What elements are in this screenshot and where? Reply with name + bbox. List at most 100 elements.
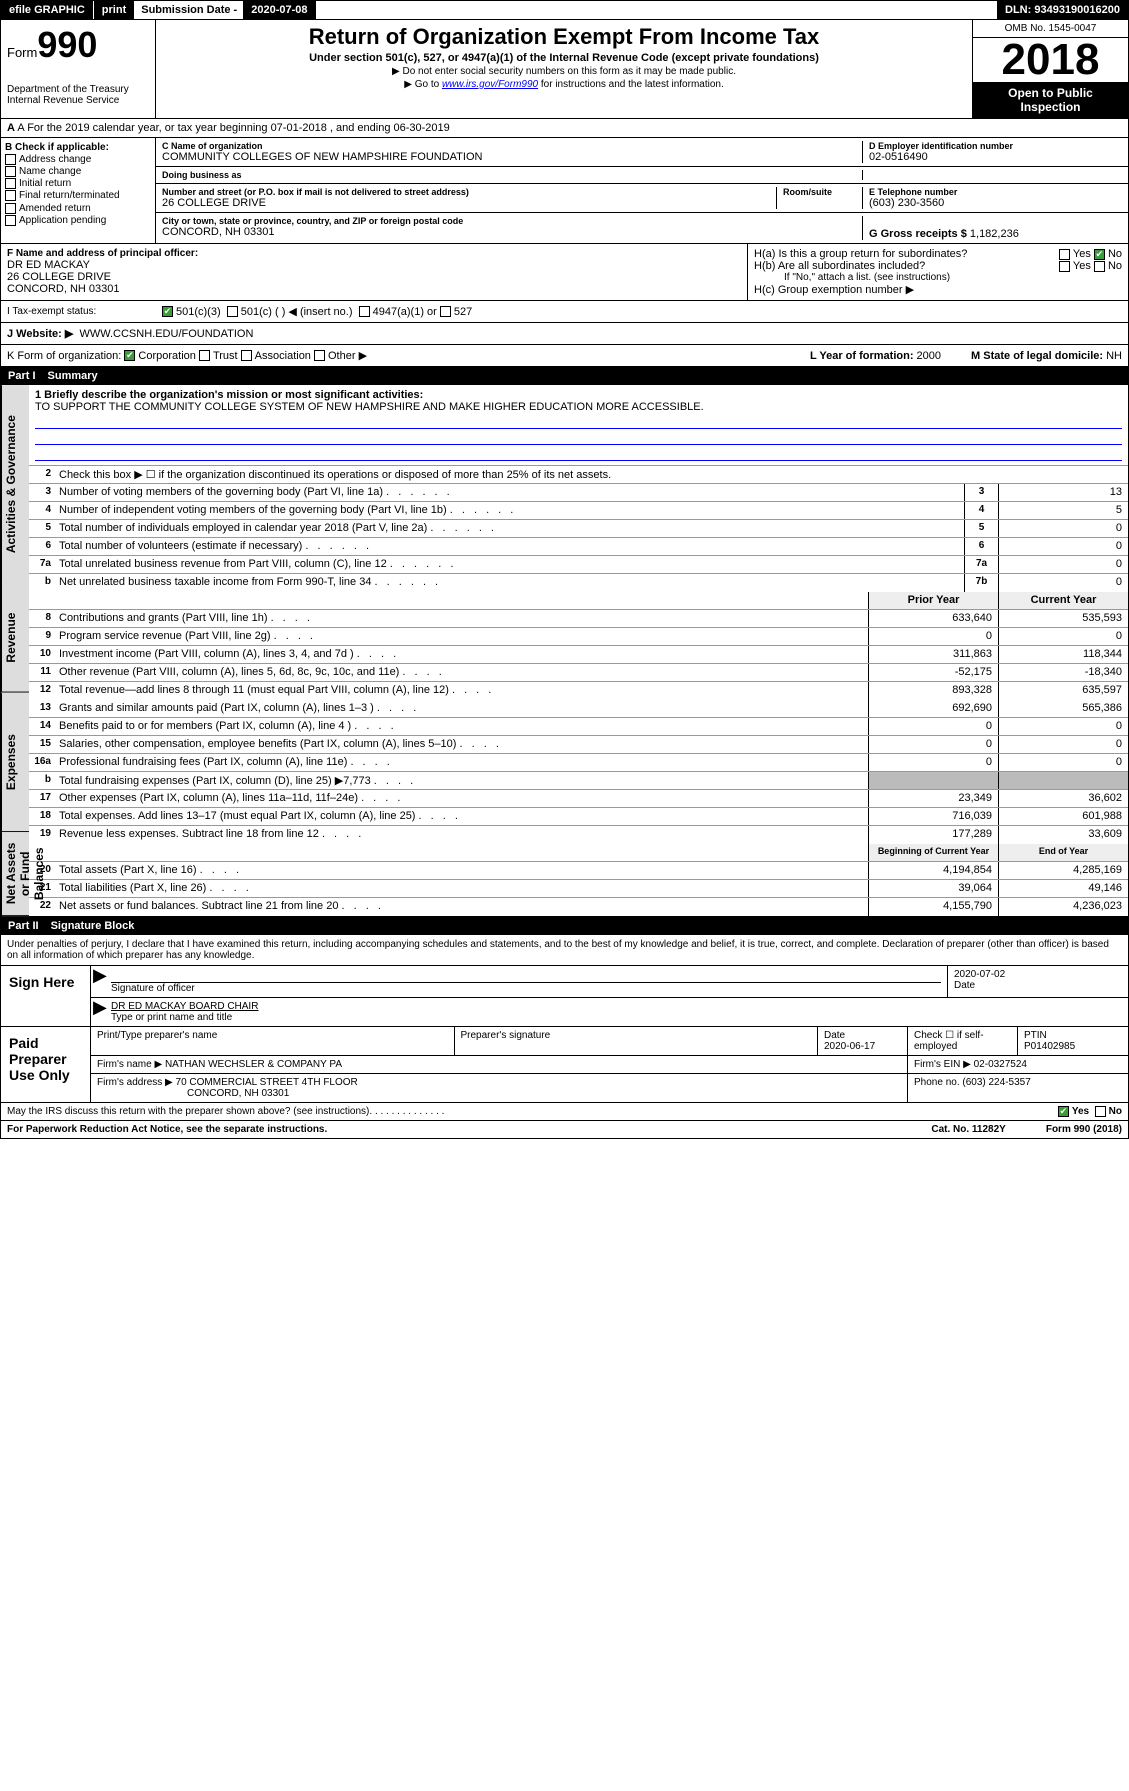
section-bcdeg: B Check if applicable: Address change Na…	[0, 138, 1129, 244]
ein-label: D Employer identification number	[869, 141, 1122, 151]
cb-amended[interactable]: Amended return	[5, 203, 151, 214]
org-name-label: C Name of organization	[162, 141, 856, 151]
year-formation: L Year of formation: 2000	[810, 350, 941, 362]
signature-block: Under penalties of perjury, I declare th…	[0, 935, 1129, 1103]
row-j-website: J Website: ▶ WWW.CCSNH.EDU/FOUNDATION	[0, 323, 1129, 345]
table-row: 9Program service revenue (Part VIII, lin…	[29, 628, 1128, 646]
row-i-tax-exempt: I Tax-exempt status: 501(c)(3) 501(c) ( …	[0, 301, 1129, 323]
firm-city: CONCORD, NH 03301	[97, 1088, 289, 1099]
table-row: 17Other expenses (Part IX, column (A), l…	[29, 790, 1128, 808]
form-header: Form990 Department of the Treasury Inter…	[0, 20, 1129, 119]
table-row: 10Investment income (Part VIII, column (…	[29, 646, 1128, 664]
row-a-tax-year: A A For the 2019 calendar year, or tax y…	[0, 119, 1129, 138]
addr-value: 26 COLLEGE DRIVE	[162, 197, 776, 209]
table-row: 13Grants and similar amounts paid (Part …	[29, 700, 1128, 718]
cb-501c[interactable]	[227, 306, 238, 317]
tax-year: 2018	[973, 38, 1128, 82]
topbar: efile GRAPHIC print Submission Date - 20…	[0, 0, 1129, 20]
officer-name-label: Type or print name and title	[111, 1012, 1122, 1023]
phone-value: (603) 230-3560	[869, 197, 1122, 209]
arrow-icon: ▶	[91, 998, 105, 1026]
firm-name: NATHAN WECHSLER & COMPANY PA	[165, 1059, 342, 1070]
part-2-header: Part IISignature Block	[0, 917, 1129, 935]
print-button[interactable]: print	[94, 1, 135, 19]
phone-label: E Telephone number	[869, 187, 1122, 197]
ein-value: 02-0516490	[869, 151, 1122, 163]
footer-pra: For Paperwork Reduction Act Notice, see …	[0, 1121, 1129, 1139]
city-value: CONCORD, NH 03301	[162, 226, 856, 238]
state-domicile: M State of legal domicile: NH	[971, 350, 1122, 362]
dba-label: Doing business as	[162, 170, 856, 180]
irs-label: Internal Revenue Service	[7, 95, 149, 106]
h-b-note: If "No," attach a list. (see instruction…	[754, 272, 1122, 283]
cb-discuss-no[interactable]	[1095, 1106, 1106, 1117]
prep-date-label: Date	[824, 1030, 901, 1041]
submission-date-label: Submission Date -	[135, 1, 243, 19]
table-row: 18Total expenses. Add lines 13–17 (must …	[29, 808, 1128, 826]
vtab-revenue: Revenue	[1, 584, 29, 693]
ssn-note: ▶ Do not enter social security numbers o…	[160, 66, 968, 77]
firm-addr-label: Firm's address ▶	[97, 1077, 173, 1088]
table-row: 19Revenue less expenses. Subtract line 1…	[29, 826, 1128, 844]
efile-label: efile GRAPHIC	[1, 1, 94, 19]
form-title: Return of Organization Exempt From Incom…	[160, 24, 968, 50]
cb-address-change[interactable]: Address change	[5, 154, 151, 165]
irs-discuss-row: May the IRS discuss this return with the…	[0, 1103, 1129, 1121]
gross-receipts: G Gross receipts $ 1,182,236	[869, 228, 1122, 240]
perjury-statement: Under penalties of perjury, I declare th…	[1, 935, 1128, 965]
firm-phone-label: Phone no.	[914, 1077, 962, 1088]
sig-officer-label: Signature of officer	[111, 983, 941, 994]
cb-trust[interactable]	[199, 350, 210, 361]
sig-date-label: Date	[954, 980, 1122, 991]
table-row: 11Other revenue (Part VIII, column (A), …	[29, 664, 1128, 682]
table-row: 20Total assets (Part X, line 16) . . . .…	[29, 862, 1128, 880]
table-row: 5Total number of individuals employed in…	[29, 520, 1128, 538]
firm-name-label: Firm's name ▶	[97, 1059, 162, 1070]
cb-other[interactable]	[314, 350, 325, 361]
form-footer: Form 990 (2018)	[1046, 1124, 1122, 1135]
cb-527[interactable]	[440, 306, 451, 317]
summary-table: Activities & Governance Revenue Expenses…	[0, 385, 1129, 917]
cb-4947[interactable]	[359, 306, 370, 317]
firm-ein-label: Firm's EIN ▶	[914, 1059, 971, 1070]
form990-link[interactable]: www.irs.gov/Form990	[442, 79, 538, 90]
table-row: bNet unrelated business taxable income f…	[29, 574, 1128, 592]
cb-initial-return[interactable]: Initial return	[5, 178, 151, 189]
addr-label: Number and street (or P.O. box if mail i…	[162, 187, 776, 197]
table-row: 6Total number of volunteers (estimate if…	[29, 538, 1128, 556]
officer-addr1: 26 COLLEGE DRIVE	[7, 271, 741, 283]
ptin-value: P01402985	[1024, 1041, 1122, 1052]
room-label: Room/suite	[783, 187, 856, 197]
cb-corporation[interactable]	[124, 350, 135, 361]
col-header-prior-current: Prior Year Current Year	[29, 592, 1128, 610]
goto-note: ▶ Go to www.irs.gov/Form990 for instruct…	[160, 79, 968, 90]
line-2: 2Check this box ▶ ☐ if the organization …	[29, 466, 1128, 484]
vtab-governance: Activities & Governance	[1, 385, 29, 584]
cb-501c3[interactable]	[162, 306, 173, 317]
cb-discuss-yes[interactable]	[1058, 1106, 1069, 1117]
table-row: 12Total revenue—add lines 8 through 11 (…	[29, 682, 1128, 700]
h-a: H(a) Is this a group return for subordin…	[754, 248, 1122, 260]
self-employed-check[interactable]: Check ☐ if self-employed	[908, 1027, 1018, 1055]
cb-application-pending[interactable]: Application pending	[5, 215, 151, 226]
table-row: bTotal fundraising expenses (Part IX, co…	[29, 772, 1128, 790]
dept-treasury: Department of the Treasury	[7, 84, 149, 95]
h-b: H(b) Are all subordinates included? Yes …	[754, 260, 1122, 272]
dln: DLN: 93493190016200	[997, 1, 1128, 19]
arrow-icon: ▶	[91, 966, 105, 997]
table-row: 15Salaries, other compensation, employee…	[29, 736, 1128, 754]
city-label: City or town, state or province, country…	[162, 216, 856, 226]
h-c: H(c) Group exemption number ▶	[754, 283, 1122, 296]
ptin-label: PTIN	[1024, 1030, 1122, 1041]
cb-final-return[interactable]: Final return/terminated	[5, 190, 151, 201]
cb-association[interactable]	[241, 350, 252, 361]
firm-ein: 02-0327524	[974, 1059, 1027, 1070]
officer-addr2: CONCORD, NH 03301	[7, 283, 741, 295]
firm-phone: (603) 224-5357	[962, 1077, 1030, 1088]
form-subtitle: Under section 501(c), 527, or 4947(a)(1)…	[160, 52, 968, 64]
website-value: WWW.CCSNH.EDU/FOUNDATION	[79, 328, 253, 340]
cb-name-change[interactable]: Name change	[5, 166, 151, 177]
line-1-mission: 1 Briefly describe the organization's mi…	[29, 385, 1128, 466]
table-row: 22Net assets or fund balances. Subtract …	[29, 898, 1128, 916]
open-public-badge: Open to Public Inspection	[973, 82, 1128, 118]
